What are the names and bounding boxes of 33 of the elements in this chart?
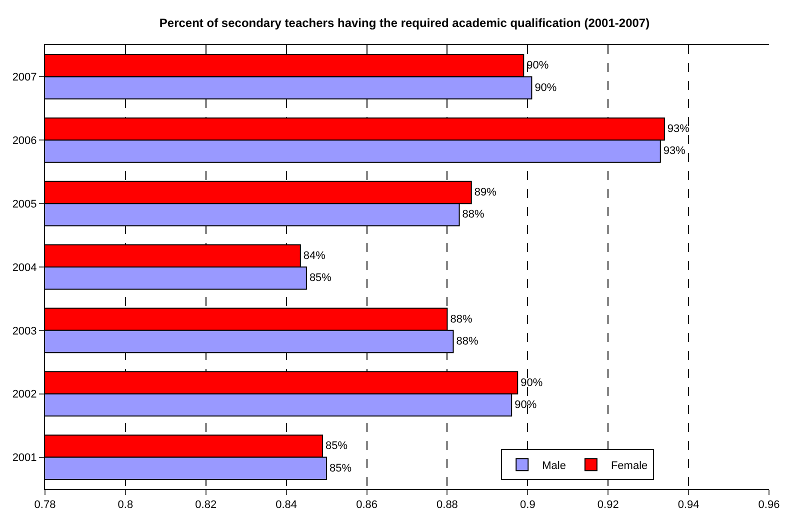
x-tick-label: 0.82 bbox=[195, 499, 217, 512]
x-tick-label: 0.84 bbox=[276, 499, 298, 512]
data-label: 85% bbox=[330, 462, 352, 474]
x-tick-label: 0.78 bbox=[34, 499, 56, 512]
y-tick-label: 2007 bbox=[12, 72, 37, 84]
data-label: 90% bbox=[534, 82, 557, 94]
legend-label: Female bbox=[610, 460, 648, 472]
chart-title: Percent of secondary teachers having the required academic qualification (2001-2007) bbox=[159, 16, 650, 30]
data-label: 85% bbox=[326, 440, 348, 452]
data-label: 90% bbox=[520, 376, 543, 389]
y-tick-label: 2003 bbox=[12, 325, 37, 338]
x-tick-label: 0.9 bbox=[520, 499, 536, 512]
data-label: 90% bbox=[514, 398, 537, 411]
x-tick-label: 0.8 bbox=[118, 499, 134, 512]
x-tick-label: 0.96 bbox=[758, 499, 780, 512]
data-label: 85% bbox=[309, 272, 332, 284]
data-label: 84% bbox=[303, 250, 326, 262]
x-tick-label: 0.88 bbox=[436, 499, 458, 512]
y-tick-label: 2006 bbox=[12, 134, 37, 147]
y-tick-label: 2005 bbox=[12, 198, 37, 210]
data-label: 88% bbox=[462, 208, 485, 221]
x-tick-label: 0.92 bbox=[597, 499, 619, 512]
data-label: 89% bbox=[474, 186, 497, 198]
data-label: 88% bbox=[456, 336, 478, 348]
y-tick-label: 2004 bbox=[12, 262, 37, 274]
y-tick-label: 2001 bbox=[12, 452, 37, 464]
legend-label: Male bbox=[542, 460, 566, 472]
data-label: 88% bbox=[450, 313, 472, 326]
data-label: 93% bbox=[663, 145, 686, 158]
y-tick-label: 2002 bbox=[12, 388, 37, 401]
x-tick-label: 0.86 bbox=[356, 499, 378, 512]
x-tick-label: 0.94 bbox=[678, 499, 700, 512]
data-label: 93% bbox=[667, 123, 690, 136]
